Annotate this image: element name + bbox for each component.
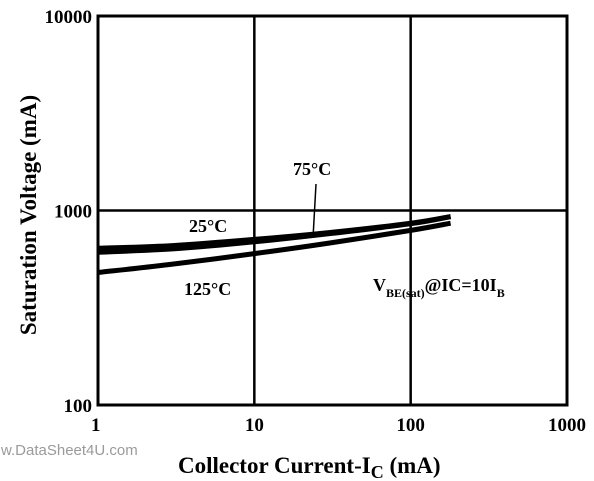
label-25c: 25°C [189,216,227,236]
y-tick-label: 100 [64,396,93,417]
series-line-75c [97,214,452,255]
grid [98,16,567,405]
label-75c-leader [312,183,317,239]
series-group [97,214,452,275]
y-tick-label: 1000 [54,202,92,223]
y-tick-label: 10000 [45,7,93,28]
tick-labels: 1 10 100 1000 100 1000 10000 [45,7,587,436]
x-axis-title: Collector Current-IC (mA) [178,453,441,481]
y-axis-title: Saturation Voltage (mA) [16,95,41,335]
label-125c: 125°C [184,279,231,299]
label-75c: 75°C [293,159,331,179]
watermark-text: w.DataSheet4U.com [0,442,138,459]
x-tick-label: 1 [91,415,101,436]
test-condition-label: VBE(sat)@IC=10IB [373,275,505,300]
x-tick-label: 100 [396,415,425,436]
plot-frame [96,14,569,407]
x-tick-label: 10 [245,415,264,436]
x-tick-label: 1000 [548,415,586,436]
series-line-125c [97,220,452,275]
